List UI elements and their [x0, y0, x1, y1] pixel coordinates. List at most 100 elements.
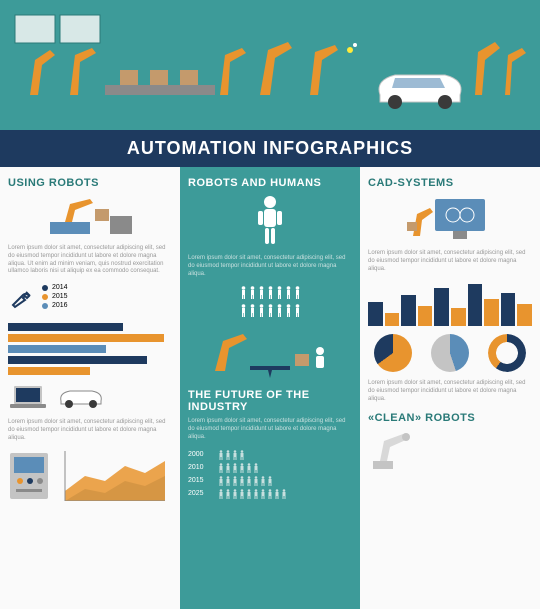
section-title-future: The Future of the Industry: [188, 389, 352, 413]
humanoid-icon: [249, 286, 256, 300]
legend-year: 2014: [52, 284, 68, 291]
humanoid-icon: [258, 304, 265, 318]
person-icon: [260, 476, 266, 486]
vertical-bar-chart: [368, 281, 532, 326]
vbar: [434, 288, 449, 326]
person-icon: [218, 476, 224, 486]
future-year: 2000: [188, 451, 212, 458]
cad-monitor-illustration: [368, 194, 532, 244]
pie-charts-row: [368, 334, 532, 372]
lorem-text: Lorem ipsum dolor sit amet, consectetur …: [368, 380, 532, 403]
humanoid-illustration: [188, 194, 352, 249]
person-icon: [225, 476, 231, 486]
humanoid-icon: [258, 286, 265, 300]
horizontal-bar-chart: [8, 323, 172, 375]
hero-banner: [0, 0, 540, 130]
person-icon: [267, 476, 273, 486]
vbar: [451, 308, 466, 326]
vbar: [401, 295, 416, 327]
control-panel-icon: [8, 451, 50, 501]
person-icon: [281, 489, 287, 499]
sparkline-charts: [431, 435, 532, 465]
column-cad-systems: CAD-systems Lorem ipsum dolor sit amet, …: [360, 167, 540, 609]
hbar: [8, 367, 90, 375]
hbar: [8, 323, 123, 331]
pie-chart: [431, 334, 469, 372]
humanoid-icon: [267, 286, 274, 300]
humanoid-icon: [240, 286, 247, 300]
lorem-text: Lorem ipsum dolor sit amet, consectetur …: [8, 245, 172, 276]
column-using-robots: Using Robots Lorem ipsum dolor sit amet,…: [0, 167, 180, 609]
person-icon: [260, 489, 266, 499]
person-icon: [253, 489, 259, 499]
humanoid-icon: [240, 304, 247, 318]
person-icon: [267, 489, 273, 499]
lorem-text: Lorem ipsum dolor sit amet, consectetur …: [368, 250, 532, 273]
humanoid-icon: [285, 286, 292, 300]
column-robots-humans: Robots and Humans Lorem ipsum dolor sit …: [180, 167, 360, 609]
year-legend: 2014 2015 2016: [42, 284, 68, 309]
person-icon: [232, 489, 238, 499]
laptop-icon: [8, 383, 48, 411]
hbar: [8, 334, 164, 342]
future-year: 2015: [188, 477, 212, 484]
humanoid-icon: [294, 286, 301, 300]
person-icon: [232, 463, 238, 473]
section-title-clean-robots: «Clean» Robots: [368, 412, 532, 424]
person-icon: [225, 450, 231, 460]
person-icon: [253, 476, 259, 486]
section-title-robots-humans: Robots and Humans: [188, 177, 352, 189]
main-title: Automation Infographics: [0, 130, 540, 167]
humanoid-icon: [276, 286, 283, 300]
vbar: [468, 284, 483, 327]
person-icon: [246, 489, 252, 499]
car-icon: [56, 385, 106, 409]
future-year: 2025: [188, 490, 212, 497]
person-icon: [232, 450, 238, 460]
lorem-text: Lorem ipsum dolor sit amet, consectetur …: [8, 419, 172, 442]
person-icon: [246, 476, 252, 486]
section-title-cad: CAD-systems: [368, 177, 532, 189]
lorem-text: Lorem ipsum dolor sit amet, consectetur …: [188, 255, 352, 278]
area-chart: [58, 451, 172, 501]
pie-chart: [488, 334, 526, 372]
legend-year: 2015: [52, 293, 68, 300]
vbar: [368, 302, 383, 327]
vbar: [517, 304, 532, 327]
clean-robot-arm-icon: [368, 429, 423, 471]
person-icon: [239, 489, 245, 499]
humanoid-grid: [188, 286, 352, 318]
humanoid-icon: [276, 304, 283, 318]
person-icon: [253, 463, 259, 473]
hbar: [8, 356, 147, 364]
robot-box-illustration: [8, 194, 172, 239]
person-icon: [232, 476, 238, 486]
person-icon: [225, 489, 231, 499]
person-icon: [274, 489, 280, 499]
person-icon: [239, 476, 245, 486]
person-icon: [239, 450, 245, 460]
vbar: [501, 293, 516, 327]
humanoid-icon: [249, 304, 256, 318]
legend-year: 2016: [52, 302, 68, 309]
humanoid-icon: [267, 304, 274, 318]
person-icon: [218, 450, 224, 460]
pie-chart: [374, 334, 412, 372]
section-title-using-robots: Using Robots: [8, 177, 172, 189]
vbar: [385, 313, 400, 327]
vbar: [418, 306, 433, 326]
lorem-text: Lorem ipsum dolor sit amet, consectetur …: [188, 418, 352, 441]
future-year: 2010: [188, 464, 212, 471]
hbar: [8, 345, 106, 353]
vbar: [484, 299, 499, 326]
person-icon: [218, 463, 224, 473]
person-icon: [225, 463, 231, 473]
balance-scale-illustration: [188, 326, 352, 381]
wrench-icon: [8, 287, 34, 313]
person-icon: [239, 463, 245, 473]
humanoid-icon: [294, 304, 301, 318]
content-grid: Using Robots Lorem ipsum dolor sit amet,…: [0, 167, 540, 609]
future-pictogram-chart: 2000 2010 2015 2025: [188, 450, 352, 499]
humanoid-icon: [285, 304, 292, 318]
person-icon: [218, 489, 224, 499]
